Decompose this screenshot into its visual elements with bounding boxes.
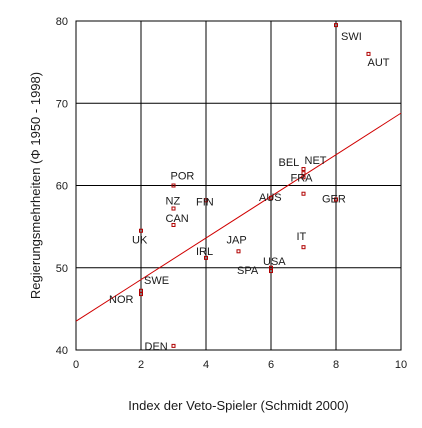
data-point: [301, 245, 306, 250]
gridlines: [76, 21, 401, 350]
point-labels: SWI AUT BEL NET FRA POR FIN AUS GER NZ CAN UK IT JAP I…: [109, 31, 390, 353]
data-point: [334, 23, 338, 28]
data-point: [269, 195, 273, 200]
fit-line-group: [75, 112, 402, 322]
data-point: [301, 171, 306, 176]
point-label-spa: SPA: [237, 265, 259, 277]
data-point: [171, 183, 176, 188]
regression-line: [75, 112, 402, 322]
data-point: [204, 198, 208, 203]
y-axis-title: Regierungsmehrheiten (Φ 1950 - 1998): [28, 72, 43, 299]
point-label-fra: FRA: [291, 172, 314, 184]
x-tick-label: 2: [138, 359, 144, 371]
data-point: [139, 292, 143, 297]
x-axis-title: Index der Veto-Spieler (Schmidt 2000): [128, 398, 348, 413]
point-label-fin: FIN: [196, 196, 214, 208]
y-tick-label: 60: [56, 181, 68, 193]
plot-area: [75, 20, 402, 351]
data-point: [301, 191, 306, 196]
x-tick-label: 6: [268, 359, 274, 371]
point-label-swi: SWI: [341, 31, 362, 43]
point-label-ger: GER: [322, 193, 346, 205]
point-label-swe: SWE: [144, 275, 169, 287]
x-tick-label: 10: [395, 359, 407, 371]
data-point: [334, 197, 338, 202]
data-point: [171, 206, 176, 211]
point-label-it: IT: [297, 231, 307, 243]
point-label-irl: IRL: [196, 246, 213, 258]
point-label-por: POR: [171, 171, 195, 183]
x-tick-label: 8: [333, 359, 339, 371]
x-tick-label: 4: [203, 359, 209, 371]
point-label-den: DEN: [145, 341, 168, 353]
y-tick-label: 80: [56, 16, 68, 28]
tick-labels: 0 2 4 6 8 10 40 50 60 70 80: [56, 16, 407, 371]
data-point: [301, 175, 306, 180]
x-tick-label: 0: [73, 359, 79, 371]
point-label-aus: AUS: [259, 192, 282, 204]
point-label-nz: NZ: [166, 196, 181, 208]
data-point: [139, 228, 143, 233]
data-point: [236, 249, 241, 254]
data-point: [171, 343, 176, 348]
point-label-net: NET: [305, 155, 327, 167]
point-label-can: CAN: [166, 213, 189, 225]
point-label-nor: NOR: [109, 294, 134, 306]
data-point: [269, 269, 273, 274]
y-tick-label: 40: [56, 345, 68, 357]
point-label-aut: AUT: [368, 57, 390, 69]
y-tick-label: 70: [56, 98, 68, 110]
data-point: [301, 167, 306, 172]
point-label-uk: UK: [132, 235, 148, 247]
point-label-jap: JAP: [227, 234, 247, 246]
data-point: [366, 51, 371, 56]
data-point: [204, 255, 208, 260]
y-tick-label: 50: [56, 263, 68, 275]
point-label-usa: USA: [263, 256, 286, 268]
data-points: [139, 23, 371, 348]
data-point: [171, 222, 176, 227]
point-label-bel: BEL: [279, 157, 300, 169]
